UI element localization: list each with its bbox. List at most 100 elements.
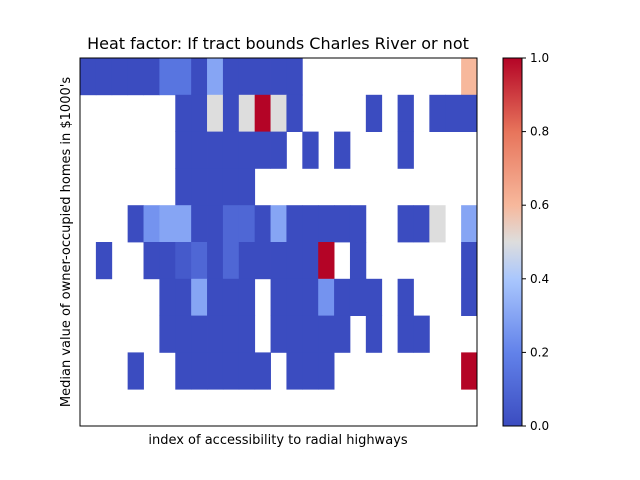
heatmap-cell (191, 315, 208, 353)
heatmap-cell (127, 205, 144, 243)
heatmap-cell (222, 58, 240, 96)
heatmap-cell (222, 315, 240, 353)
heatmap-cell (143, 205, 160, 243)
heatmap-cell (191, 131, 208, 169)
heatmap-cell (80, 58, 97, 96)
heatmap-cell (159, 315, 176, 353)
heatmap-cell (95, 58, 113, 96)
y-axis-label: Median value of owner-occupied homes in … (59, 77, 74, 407)
heatmap-cells (80, 58, 478, 390)
heatmap-cell (270, 278, 287, 316)
colorbar-tick-label: 0.2 (530, 345, 549, 359)
heatmap-cell (207, 315, 224, 353)
heatmap-cell (175, 131, 192, 169)
heatmap-cell (461, 58, 478, 96)
heatmap-cell (175, 205, 192, 243)
heatmap-cell (365, 278, 383, 316)
heatmap-cell (365, 94, 383, 132)
heatmap-cell (222, 205, 240, 243)
heatmap-cell (334, 205, 351, 243)
heatmap-cell (334, 315, 351, 353)
heatmap-cell (349, 278, 367, 316)
heatmap-cell (222, 94, 240, 132)
heatmap-cell (127, 58, 144, 96)
heatmap-cell (286, 242, 303, 280)
heatmap-cell (238, 94, 256, 132)
heatmap-cell (207, 205, 224, 243)
colorbar-tick-label: 1.0 (530, 51, 549, 65)
plot-frame (79, 57, 478, 427)
heatmap-cell (159, 58, 176, 96)
heatmap-cell (270, 242, 287, 280)
heatmap-cell (207, 94, 224, 132)
colorbar-tick-label: 0.0 (530, 419, 549, 433)
heatmap-cell (191, 278, 208, 316)
heatmap-cell (318, 205, 335, 243)
heatmap-cell (191, 242, 208, 280)
heatmap-cell (286, 352, 303, 390)
heatmap-cell (334, 278, 351, 316)
heatmap-cell (302, 352, 319, 390)
heatmap-cell (207, 278, 224, 316)
heatmap-cell (270, 94, 287, 132)
heatmap-cell (286, 278, 303, 316)
heatmap-cell (318, 352, 335, 390)
heatmap-cell (413, 205, 430, 243)
heatmap-cell (191, 352, 208, 390)
heatmap-cell (191, 58, 208, 96)
heatmap-cell (222, 352, 240, 390)
heatmap-cell (397, 278, 414, 316)
heatmap-cell (238, 278, 256, 316)
heatmap-cell (349, 242, 367, 280)
heatmap-cell (397, 205, 414, 243)
colorbar-ticks: 0.0 0.2 0.4 0.6 0.8 1.0 (522, 51, 549, 433)
heatmap-cell (270, 131, 287, 169)
heatmap-cell (461, 94, 478, 132)
heatmap-cell (286, 205, 303, 243)
heatmap-cell (143, 58, 160, 96)
heatmap-cell (95, 242, 113, 280)
chart-title: Heat factor: If tract bounds Charles Riv… (87, 34, 469, 53)
heatmap-cell (191, 94, 208, 132)
heatmap-cell (254, 131, 271, 169)
heatmap-cell (365, 315, 383, 353)
heatmap-cell (175, 94, 192, 132)
heatmap-cell (159, 242, 176, 280)
heatmap-cell (429, 94, 446, 132)
heatmap-cell (159, 205, 176, 243)
heatmap-cell (238, 58, 256, 96)
colorbar-tick-label: 0.8 (530, 125, 549, 139)
heatmap-cell (318, 278, 335, 316)
colorbar-tick-label: 0.6 (530, 198, 549, 212)
heatmap-cell (222, 278, 240, 316)
heatmap-cell (302, 205, 319, 243)
heatmap-cell (302, 315, 319, 353)
heatmap-cell (286, 315, 303, 353)
heatmap-cell (318, 315, 335, 353)
heatmap-cell (318, 242, 335, 280)
heatmap-cell (207, 242, 224, 280)
colorbar (502, 57, 523, 427)
heatmap-cell (207, 352, 224, 390)
heatmap-cell (175, 315, 192, 353)
heatmap-cell (461, 242, 478, 280)
heatmap-cell (175, 168, 192, 206)
heatmap-cell (254, 58, 271, 96)
heatmap-cell (191, 168, 208, 206)
heatmap-cell (397, 315, 414, 353)
heatmap-cell (127, 352, 144, 390)
heatmap-cell (413, 315, 430, 353)
heatmap-cell (270, 58, 287, 96)
heatmap-cell (207, 168, 224, 206)
heatmap-cell (254, 205, 271, 243)
heatmap-cell (159, 278, 176, 316)
heatmap-cell (445, 94, 462, 132)
heatmap-cell (238, 205, 256, 243)
heatmap-cell (238, 352, 256, 390)
heatmap-cell (397, 94, 414, 132)
heatmap-cell (429, 205, 446, 243)
heatmap-cell (349, 205, 367, 243)
heatmap-cell (334, 131, 351, 169)
heatmap-cell (286, 58, 303, 96)
